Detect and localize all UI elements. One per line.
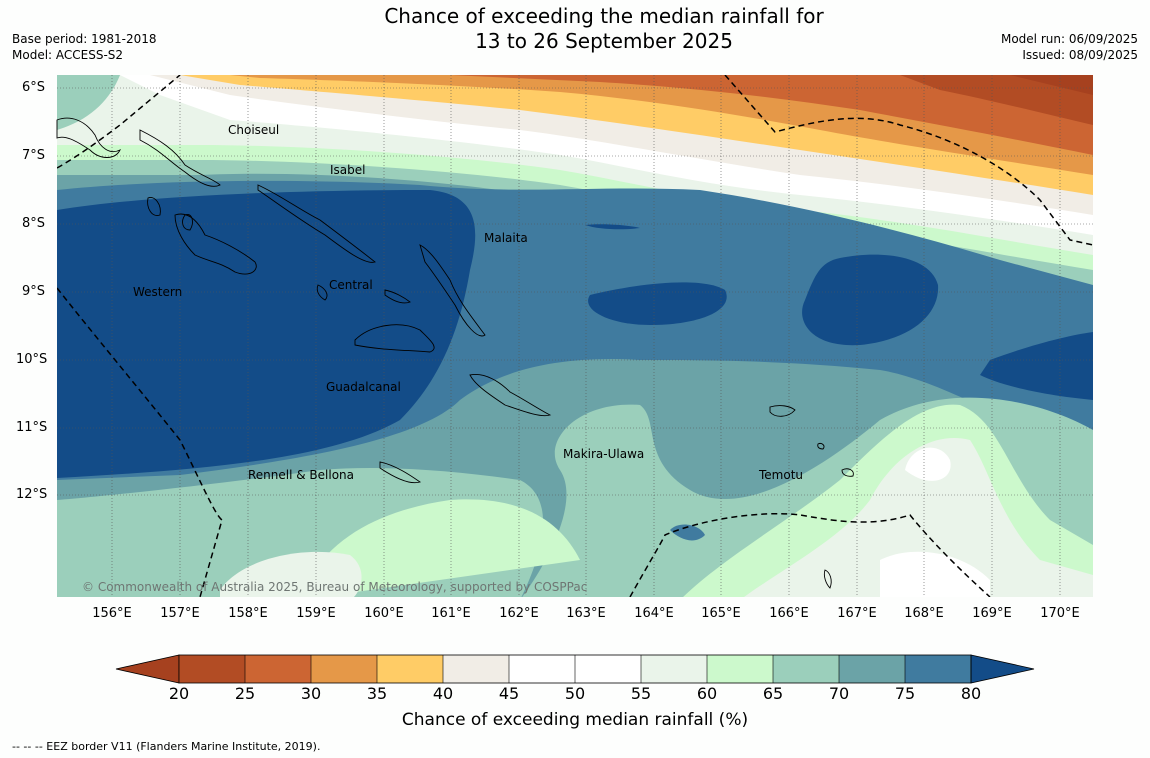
place-malaita: Malaita — [484, 231, 528, 245]
lon-label-165e: 165°E — [701, 606, 741, 621]
title-line-1: Chance of exceeding the median rainfall … — [384, 4, 824, 28]
lon-label-170e: 170°E — [1040, 606, 1080, 621]
colorbar-tick: 20 — [168, 684, 190, 703]
lon-label-158e: 158°E — [228, 606, 268, 621]
meta-left: Base period: 1981-2018 Model: ACCESS-S2 — [12, 31, 157, 63]
islands — [56, 117, 854, 589]
base-period: Base period: 1981-2018 — [12, 32, 157, 46]
lon-label-159e: 159°E — [296, 606, 336, 621]
place-western: Western — [133, 285, 183, 299]
lat-label-7s: 7°S — [22, 148, 46, 163]
colorbar-tick: 30 — [300, 684, 322, 703]
colorbar-extend-low — [115, 654, 180, 684]
colorbar-tick: 40 — [432, 684, 454, 703]
lon-label-160e: 160°E — [364, 606, 404, 621]
lon-label-168e: 168°E — [904, 606, 944, 621]
model-run: Model run: 06/09/2025 — [1000, 32, 1138, 46]
lat-label-11s: 11°S — [16, 420, 48, 435]
graticule — [57, 75, 1093, 597]
lat-label-8s: 8°S — [22, 216, 46, 231]
place-central: Central — [329, 278, 373, 292]
lon-label-162e: 162°E — [499, 606, 539, 621]
colorbar-label: Chance of exceeding median rainfall (%) — [401, 710, 749, 730]
place-makira-ulawa: Makira-Ulawa — [563, 447, 645, 461]
colorbar-tick: 35 — [366, 684, 388, 703]
colorbar-tick: 80 — [960, 684, 982, 703]
lat-label-12s: 12°S — [16, 487, 48, 502]
place-rennell-bellona: Rennell & Bellona — [248, 468, 355, 482]
model-name: Model: ACCESS-S2 — [12, 48, 124, 62]
place-guadalcanal: Guadalcanal — [326, 380, 401, 394]
lon-label-157e: 157°E — [160, 606, 200, 621]
lat-label-6s: 6°S — [22, 80, 46, 95]
colorbar-tick: 75 — [894, 684, 916, 703]
lat-label-9s: 9°S — [22, 284, 46, 299]
meta-right: Model run: 06/09/2025 Issued: 08/09/2025 — [1001, 31, 1138, 63]
map-title: Chance of exceeding the median rainfall … — [300, 4, 908, 54]
lon-label-156e: 156°E — [92, 606, 132, 621]
lon-label-164e: 164°E — [634, 606, 674, 621]
colorbar-extend-high — [970, 654, 1035, 684]
issued-date: Issued: 08/09/2025 — [1022, 48, 1138, 62]
colorbar-tick: 45 — [498, 684, 520, 703]
lon-label-161e: 161°E — [431, 606, 471, 621]
colorbar-tick: 25 — [234, 684, 256, 703]
colorbar-tick: 50 — [564, 684, 586, 703]
lon-label-166e: 166°E — [769, 606, 809, 621]
lon-label-167e: 167°E — [837, 606, 877, 621]
probability-fields — [57, 75, 1093, 597]
lon-label-169e: 169°E — [972, 606, 1012, 621]
title-line-2: 13 to 26 September 2025 — [475, 29, 733, 53]
lat-label-10s: 10°S — [16, 352, 48, 367]
colorbar-tick: 70 — [828, 684, 850, 703]
eez-footnote: -- -- -- EEZ border V11 (Flanders Marine… — [12, 740, 321, 753]
place-choiseul: Choiseul — [228, 123, 280, 137]
colorbar-tick: 55 — [630, 684, 652, 703]
colorbar-tick: 65 — [762, 684, 784, 703]
colorbar-tick: 60 — [696, 684, 718, 703]
colorbar — [115, 654, 1035, 684]
place-isabel: Isabel — [330, 163, 366, 177]
eez-border — [57, 75, 1093, 597]
place-temotu: Temotu — [759, 468, 804, 482]
copyright-notice: © Commonwealth of Australia 2025, Bureau… — [82, 580, 588, 594]
lon-label-163e: 163°E — [566, 606, 606, 621]
